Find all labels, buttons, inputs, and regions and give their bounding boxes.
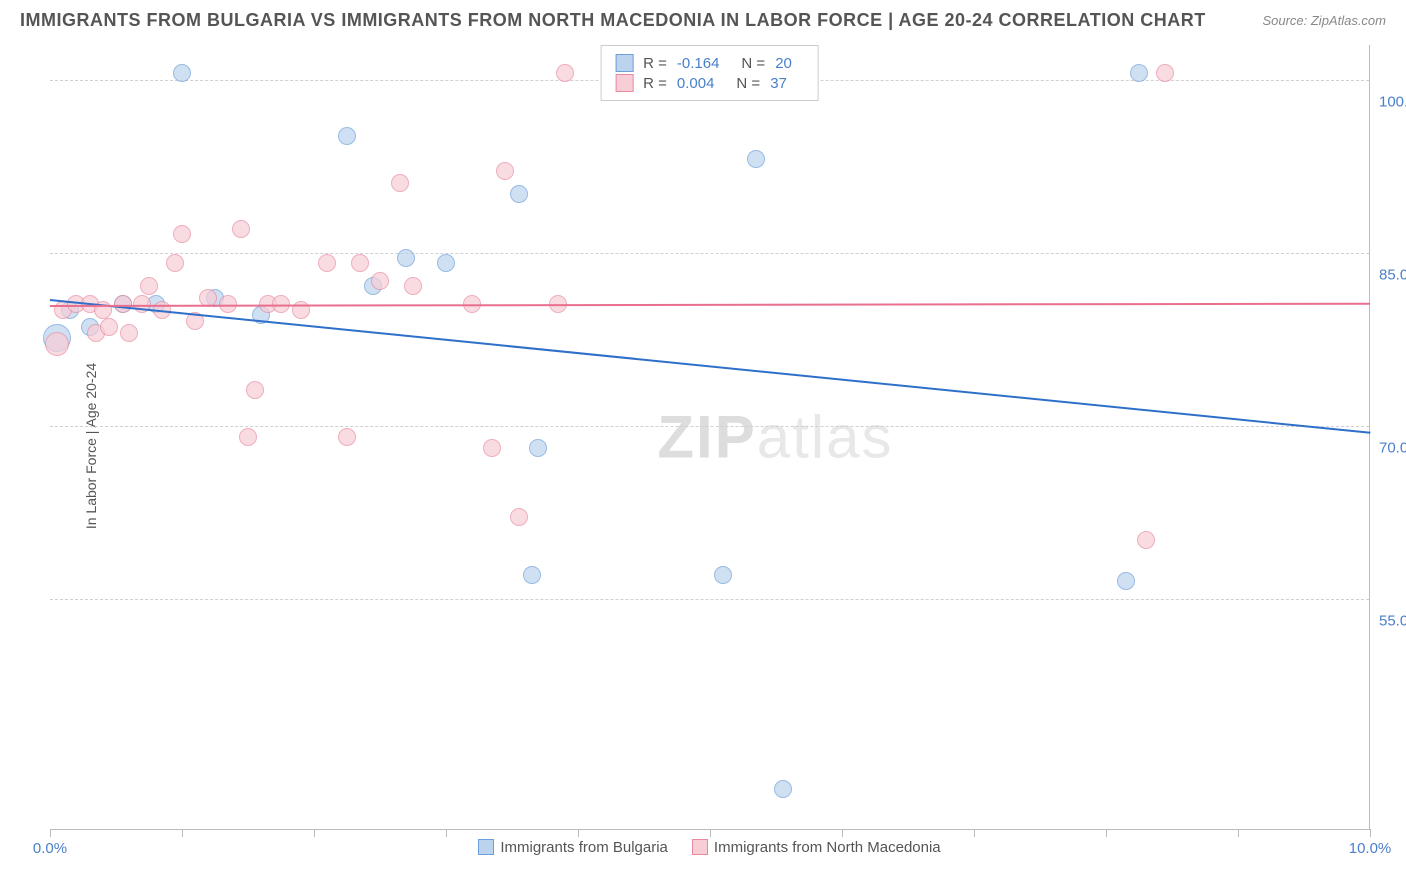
scatter-point xyxy=(1156,64,1174,82)
x-tick xyxy=(1238,829,1239,837)
scatter-point xyxy=(1130,64,1148,82)
scatter-point xyxy=(292,301,310,319)
source-attribution: Source: ZipAtlas.com xyxy=(1262,13,1386,28)
scatter-point xyxy=(114,295,132,313)
plot-area: ZIPatlas 55.0%70.0%85.0%100.0%0.0%10.0%R… xyxy=(50,45,1370,830)
stats-legend-row: R = 0.004 N = 37 xyxy=(615,74,804,92)
scatter-point xyxy=(1117,572,1135,590)
source-name: ZipAtlas.com xyxy=(1311,13,1386,28)
x-tick xyxy=(710,829,711,837)
x-tick xyxy=(1370,829,1371,837)
scatter-point xyxy=(437,254,455,272)
legend-swatch xyxy=(615,74,633,92)
scatter-point xyxy=(318,254,336,272)
scatter-point xyxy=(120,324,138,342)
scatter-point xyxy=(510,508,528,526)
scatter-point xyxy=(483,439,501,457)
scatter-point xyxy=(404,277,422,295)
legend-label: Immigrants from Bulgaria xyxy=(500,839,668,856)
n-value: 20 xyxy=(775,55,792,72)
scatter-point xyxy=(351,254,369,272)
x-tick xyxy=(50,829,51,837)
legend-label: Immigrants from North Macedonia xyxy=(714,839,941,856)
scatter-point xyxy=(100,318,118,336)
scatter-point xyxy=(774,780,792,798)
scatter-point xyxy=(239,428,257,446)
r-value: 0.004 xyxy=(677,75,715,92)
scatter-point xyxy=(173,225,191,243)
scatter-point xyxy=(391,174,409,192)
x-tick xyxy=(446,829,447,837)
scatter-point xyxy=(747,150,765,168)
scatter-point xyxy=(246,381,264,399)
scatter-point xyxy=(529,439,547,457)
scatter-point xyxy=(338,127,356,145)
scatter-point xyxy=(714,566,732,584)
x-tick xyxy=(314,829,315,837)
x-tick xyxy=(182,829,183,837)
x-tick xyxy=(578,829,579,837)
y-tick-label: 85.0% xyxy=(1379,266,1406,283)
legend-swatch xyxy=(692,839,708,855)
scatter-point xyxy=(140,277,158,295)
source-label: Source: xyxy=(1262,13,1310,28)
x-tick xyxy=(842,829,843,837)
scatter-point xyxy=(397,249,415,267)
watermark-light: atlas xyxy=(757,404,894,471)
n-label: N = xyxy=(741,55,765,72)
scatter-point xyxy=(523,566,541,584)
scatter-point xyxy=(496,162,514,180)
series-legend: Immigrants from Bulgaria Immigrants from … xyxy=(50,839,1369,860)
trend-line xyxy=(50,302,1370,306)
scatter-point xyxy=(556,64,574,82)
r-label: R = xyxy=(643,75,667,92)
gridline xyxy=(50,599,1369,600)
scatter-point xyxy=(510,185,528,203)
scatter-point xyxy=(173,64,191,82)
r-value: -0.164 xyxy=(677,55,720,72)
x-tick xyxy=(974,829,975,837)
scatter-point xyxy=(1137,531,1155,549)
scatter-point xyxy=(338,428,356,446)
watermark: ZIPatlas xyxy=(657,403,893,472)
stats-legend-row: R = -0.164 N = 20 xyxy=(615,54,804,72)
legend-item: Immigrants from Bulgaria xyxy=(478,839,668,856)
legend-item: Immigrants from North Macedonia xyxy=(692,839,941,856)
stats-legend: R = -0.164 N = 20 R = 0.004 N = 37 xyxy=(600,45,819,101)
legend-swatch xyxy=(478,839,494,855)
r-label: R = xyxy=(643,55,667,72)
legend-swatch xyxy=(615,54,633,72)
y-tick-label: 100.0% xyxy=(1379,93,1406,110)
scatter-point xyxy=(371,272,389,290)
watermark-bold: ZIP xyxy=(657,404,756,471)
trend-line xyxy=(50,299,1370,434)
gridline xyxy=(50,253,1369,254)
scatter-point xyxy=(45,332,69,356)
x-tick xyxy=(1106,829,1107,837)
n-label: N = xyxy=(736,75,760,92)
y-tick-label: 70.0% xyxy=(1379,439,1406,456)
y-tick-label: 55.0% xyxy=(1379,613,1406,630)
chart-title: IMMIGRANTS FROM BULGARIA VS IMMIGRANTS F… xyxy=(20,10,1206,31)
scatter-point xyxy=(166,254,184,272)
scatter-point xyxy=(232,220,250,238)
n-value: 37 xyxy=(770,75,787,92)
